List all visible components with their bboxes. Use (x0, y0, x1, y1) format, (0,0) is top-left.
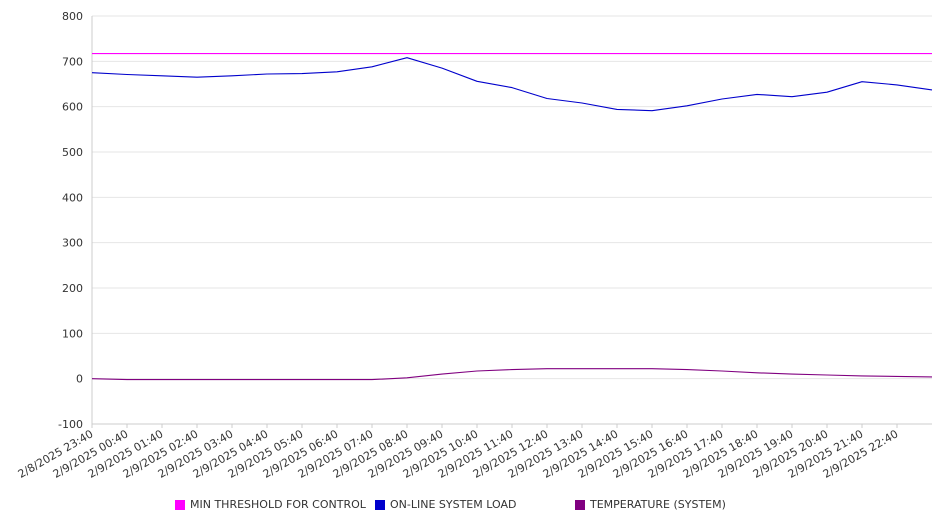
y-tick-label: 500 (62, 146, 83, 159)
series-line-2 (91, 368, 933, 381)
y-tick-label: 600 (62, 101, 83, 114)
y-tick-label: 300 (62, 237, 83, 250)
x-axis-ticks: 2/8/2025 23:402/9/2025 00:402/9/2025 01:… (16, 424, 901, 481)
y-tick-label: 400 (62, 191, 83, 204)
y-tick-label: 800 (62, 10, 83, 23)
y-tick-label: 0 (76, 373, 83, 386)
legend-swatch-temperature (575, 499, 585, 510)
legend: MIN THRESHOLD FOR CONTROL ON-LINE SYSTEM… (0, 498, 946, 514)
legend-swatch-threshold (175, 499, 185, 510)
axes (91, 16, 932, 425)
legend-item-system-load[interactable]: ON-LINE SYSTEM LOAD (375, 498, 516, 511)
series-lines (91, 53, 933, 381)
y-tick-label: -100 (58, 418, 83, 431)
legend-item-threshold[interactable]: MIN THRESHOLD FOR CONTROL (175, 498, 366, 511)
y-tick-label: 700 (62, 55, 83, 68)
y-axis-ticks: 800 700 600 500 400 300 200 100 0 -100 (58, 10, 83, 431)
series-line-1 (91, 57, 933, 112)
legend-label-temperature: TEMPERATURE (SYSTEM) (590, 498, 726, 511)
legend-item-temperature[interactable]: TEMPERATURE (SYSTEM) (575, 498, 726, 511)
legend-label-threshold: MIN THRESHOLD FOR CONTROL (190, 498, 366, 511)
legend-label-system-load: ON-LINE SYSTEM LOAD (390, 498, 517, 511)
legend-swatch-system-load (375, 499, 385, 510)
y-tick-label: 200 (62, 282, 83, 295)
gridlines (92, 15, 932, 425)
y-tick-label: 100 (62, 327, 83, 340)
